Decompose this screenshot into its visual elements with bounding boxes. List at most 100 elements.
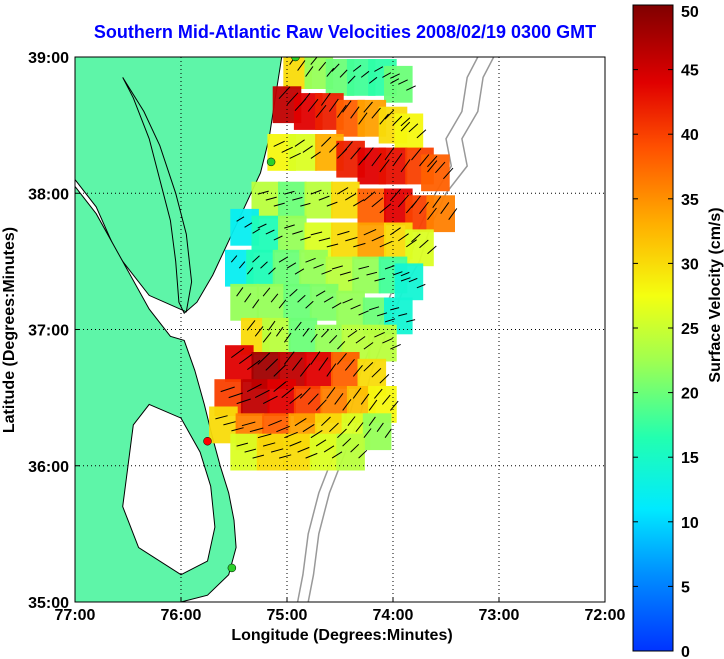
velocity-arrow: [254, 389, 270, 399]
velocity-arrow: [294, 417, 307, 427]
velocity-arrow: [326, 67, 335, 77]
velocity-arrow: [270, 448, 284, 453]
velocity-arrow: [284, 224, 295, 229]
velocity-arrow: [371, 153, 382, 167]
velocity-arrow: [347, 416, 356, 427]
velocity-arrow: [384, 428, 392, 438]
velocity-arrow: [384, 265, 395, 270]
delmarva-peninsula: [75, 57, 283, 315]
velocity-arrow: [236, 287, 244, 297]
velocity-arrow: [366, 271, 378, 276]
velocity-arrow: [416, 129, 427, 139]
velocity-arrow: [379, 240, 393, 248]
x-tick-label: 73:00: [479, 607, 520, 624]
velocity-cell: [426, 195, 455, 233]
velocity-arrow: [342, 100, 352, 113]
velocity-arrow: [313, 263, 324, 269]
plot-area: [75, 57, 605, 602]
velocity-arrow: [300, 202, 311, 207]
velocity-arrow: [398, 313, 408, 317]
velocity-arrow: [374, 66, 384, 72]
x-tick-label: 74:00: [373, 607, 414, 624]
pamlico-sound: [122, 403, 216, 576]
velocity-arrow: [249, 427, 264, 433]
velocity-arrow: [352, 387, 362, 399]
velocity-arrow: [246, 383, 262, 393]
velocity-arrow: [310, 57, 318, 65]
velocity-arrow: [310, 189, 322, 195]
velocity-arrow: [262, 395, 278, 405]
colorbar-tick-label: 35: [681, 192, 699, 209]
velocity-arrow: [334, 393, 344, 405]
velocity-arrow: [371, 107, 381, 119]
velocity-arrow: [347, 75, 356, 84]
velocity-arrow: [320, 92, 331, 106]
velocity-arrow: [336, 104, 347, 118]
velocity-arrow: [291, 357, 303, 371]
velocity-arrow: [273, 381, 287, 392]
velocity-arrow: [273, 140, 285, 147]
velocity-cell: [283, 283, 312, 321]
velocity-arrow: [347, 330, 358, 338]
velocity-arrow: [305, 452, 318, 459]
velocity-arrow: [400, 117, 411, 127]
velocity-arrow: [350, 304, 361, 310]
velocity-arrow: [310, 151, 321, 159]
colorbar: 0 5 10 15 20 25 30 35 40 45 50 Surface Velocity (c…: [632, 4, 724, 659]
velocity-arrow: [355, 422, 364, 433]
velocity-arrow: [336, 352, 347, 365]
velocity-arrow: [392, 153, 403, 167]
velocity-arrow: [297, 294, 306, 303]
velocity-arrow: [302, 145, 313, 153]
velocity-arrow: [411, 195, 421, 209]
velocity-arrow: [300, 236, 311, 241]
velocity-arrow: [337, 340, 346, 350]
velocity-arrow: [307, 98, 319, 112]
colorbar-tick-label: 30: [681, 256, 699, 273]
velocity-arrow: [307, 393, 319, 405]
velocity-arrow: [342, 399, 352, 411]
velocity-arrow: [241, 421, 256, 427]
x-tick-label: 75:00: [267, 607, 308, 624]
velocity-arrow: [321, 416, 331, 427]
radar-site-marker: [291, 57, 300, 62]
velocity-arrow: [289, 393, 303, 404]
velocity-arrow: [252, 255, 260, 263]
velocity-arrow: [252, 299, 260, 309]
velocity-arrow: [294, 321, 302, 331]
velocity-arrow: [440, 202, 450, 214]
y-tick-label: 39:00: [28, 50, 69, 67]
velocity-arrow: [329, 422, 339, 433]
velocity-arrow: [382, 72, 392, 78]
velocity-arrow: [379, 113, 389, 125]
velocity-arrow: [390, 307, 400, 311]
velocity-arrow: [390, 343, 401, 350]
velocity-arrow: [419, 239, 429, 249]
velocity-arrow: [302, 327, 310, 337]
velocity-arrow: [302, 423, 315, 433]
velocity-arrow: [310, 231, 323, 236]
velocity-arrow: [321, 269, 332, 275]
velocity-arrow: [435, 161, 446, 174]
velocity-arrow: [355, 336, 366, 344]
velocity-arrow: [331, 451, 343, 459]
velocity-arrow: [267, 320, 276, 331]
velocity-arrow: [321, 136, 332, 147]
y-axis: 35:00 36:00 37:00 38:00 39:00: [28, 50, 80, 612]
velocity-arrow: [411, 148, 422, 161]
velocity-arrow: [299, 363, 311, 377]
velocity-arrow: [268, 267, 276, 275]
velocity-arrow: [337, 230, 350, 236]
velocity-arrow: [244, 293, 252, 303]
velocity-arrow: [228, 392, 243, 399]
velocity-arrow: [286, 262, 297, 269]
velocity-arrow: [384, 318, 396, 323]
colorbar-tick-label: 10: [681, 515, 699, 532]
radar-site-marker: [227, 563, 237, 573]
velocity-cell: [336, 433, 365, 471]
velocity-arrow: [400, 271, 410, 277]
velocity-arrow: [331, 63, 340, 72]
velocity-arrow: [238, 261, 246, 269]
velocity-arrow: [390, 73, 400, 79]
